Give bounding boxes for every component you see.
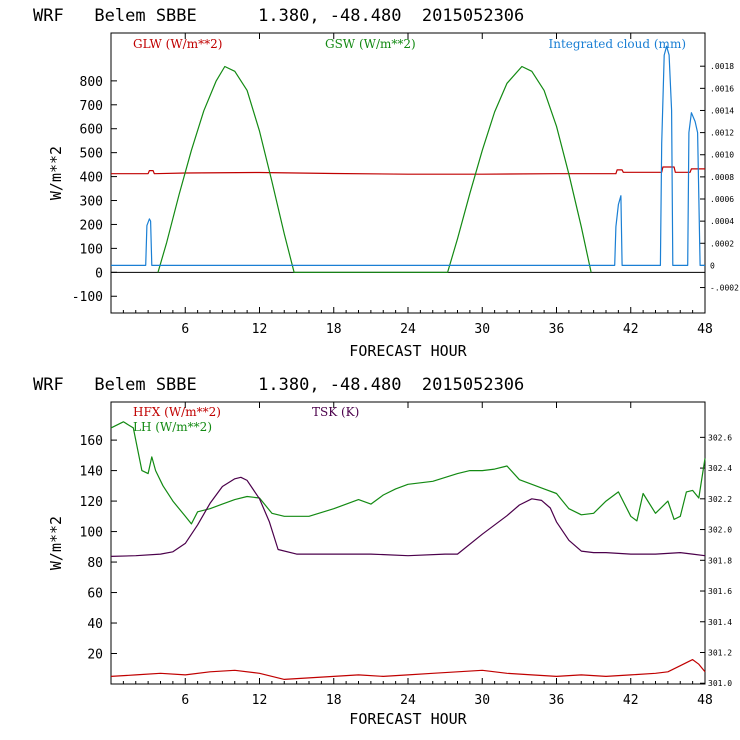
right-tick-label: .0002 bbox=[710, 239, 734, 248]
x-tick-label: 48 bbox=[697, 322, 713, 337]
chart-1: WRF Belem SBBE 1.380, -48.480 2015052306… bbox=[33, 6, 739, 360]
chart-title: WRF Belem SBBE 1.380, -48.480 2015052306 bbox=[33, 375, 524, 395]
x-tick-label: 24 bbox=[400, 693, 416, 708]
y-tick-label: 200 bbox=[80, 218, 103, 233]
chart-title: WRF Belem SBBE 1.380, -48.480 2015052306 bbox=[33, 6, 524, 26]
x-tick-label: 24 bbox=[400, 322, 416, 337]
y-tick-label: 800 bbox=[80, 75, 103, 90]
right-tick-label: .0008 bbox=[710, 173, 734, 182]
x-tick-label: 12 bbox=[252, 693, 268, 708]
x-tick-label: 48 bbox=[697, 693, 713, 708]
series-line-lh bbox=[110, 421, 706, 525]
x-tick-label: 12 bbox=[252, 322, 268, 337]
right-tick-label: 301.8 bbox=[708, 556, 732, 565]
series-line-hfx bbox=[110, 658, 706, 681]
x-axis-label: FORECAST HOUR bbox=[349, 342, 467, 360]
right-tick-label: .0014 bbox=[710, 106, 734, 115]
y-tick-label: 20 bbox=[87, 648, 103, 663]
legend-entry: GSW (W/m**2) bbox=[325, 37, 416, 51]
y-tick-label: 160 bbox=[80, 434, 103, 449]
right-tick-label: 301.0 bbox=[708, 679, 732, 688]
right-tick-label: 0 bbox=[710, 261, 715, 270]
series-line-integrated bbox=[111, 45, 705, 266]
x-tick-label: 36 bbox=[549, 693, 565, 708]
y-tick-label: 100 bbox=[80, 242, 103, 257]
x-tick-label: 42 bbox=[623, 322, 639, 337]
x-axis-label: FORECAST HOUR bbox=[349, 710, 467, 728]
x-tick-label: 42 bbox=[623, 693, 639, 708]
right-tick-label: 302.4 bbox=[708, 464, 732, 473]
x-tick-label: 30 bbox=[474, 322, 490, 337]
right-tick-label: 302.0 bbox=[708, 526, 732, 535]
right-tick-label: .0012 bbox=[710, 129, 734, 138]
right-tick-label: .0010 bbox=[710, 151, 734, 160]
y-tick-label: 120 bbox=[80, 495, 103, 510]
y-axis-label: W/m**2 bbox=[47, 146, 65, 200]
y-tick-label: 60 bbox=[87, 587, 103, 602]
legend-entry: LH (W/m**2) bbox=[133, 420, 212, 434]
y-tick-label: 300 bbox=[80, 195, 103, 210]
y-tick-label: -100 bbox=[72, 290, 103, 305]
x-tick-label: 30 bbox=[474, 693, 490, 708]
y-tick-label: 40 bbox=[87, 617, 103, 632]
y-tick-label: 400 bbox=[80, 171, 103, 186]
right-tick-label: 302.2 bbox=[708, 495, 732, 504]
series-line-glw bbox=[111, 166, 705, 175]
y-tick-label: 0 bbox=[95, 266, 103, 281]
y-tick-label: 500 bbox=[80, 147, 103, 162]
x-tick-label: 18 bbox=[326, 322, 342, 337]
x-tick-label: 36 bbox=[549, 322, 565, 337]
right-tick-label: -.0002 bbox=[710, 284, 739, 293]
right-tick-label: .0018 bbox=[710, 62, 734, 71]
y-tick-label: 100 bbox=[80, 526, 103, 541]
plot-frame bbox=[110, 401, 706, 685]
y-tick-label: 80 bbox=[87, 556, 103, 571]
right-tick-label: 301.4 bbox=[708, 618, 732, 627]
right-tick-label: 301.6 bbox=[708, 587, 732, 596]
x-tick-label: 6 bbox=[181, 693, 189, 708]
legend-entry: TSK (K) bbox=[312, 405, 359, 419]
series-line-gsw bbox=[157, 65, 592, 273]
y-tick-label: 700 bbox=[80, 99, 103, 114]
right-tick-label: 302.6 bbox=[708, 433, 732, 442]
y-tick-label: 600 bbox=[80, 123, 103, 138]
chart-2: WRF Belem SBBE 1.380, -48.480 2015052306… bbox=[33, 375, 732, 728]
right-tick-label: .0004 bbox=[710, 217, 734, 226]
x-tick-label: 6 bbox=[181, 322, 189, 337]
legend-entry: GLW (W/m**2) bbox=[133, 37, 222, 51]
right-tick-label: .0016 bbox=[710, 84, 734, 93]
right-tick-label: .0006 bbox=[710, 195, 734, 204]
right-tick-label: 301.2 bbox=[708, 648, 732, 657]
series-line-tsk bbox=[110, 476, 706, 557]
x-tick-label: 18 bbox=[326, 693, 342, 708]
y-axis-label: W/m**2 bbox=[47, 516, 65, 570]
y-tick-label: 140 bbox=[80, 465, 103, 480]
legend-entry: HFX (W/m**2) bbox=[133, 405, 221, 419]
legend-entry: Integrated cloud (mm) bbox=[548, 37, 686, 51]
